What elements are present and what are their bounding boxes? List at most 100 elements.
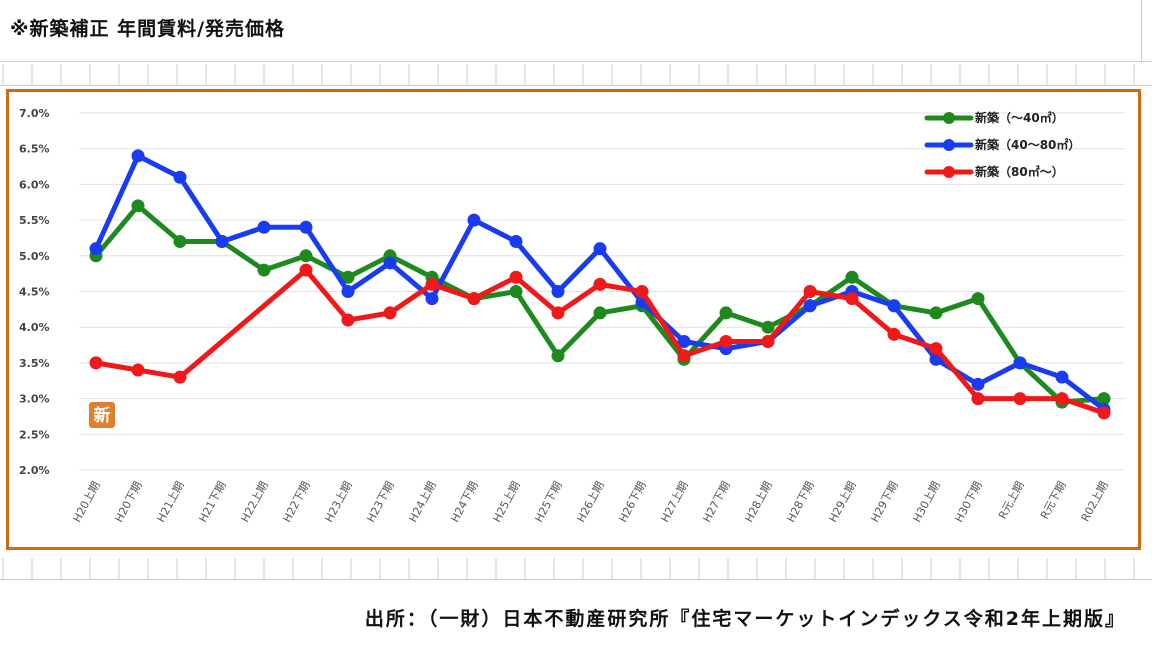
data-point xyxy=(299,249,313,263)
data-point xyxy=(131,199,145,213)
data-point xyxy=(257,220,271,234)
y-tick-label: 4.0% xyxy=(19,321,50,334)
data-point xyxy=(467,213,481,227)
data-point xyxy=(341,285,355,298)
data-point xyxy=(509,285,523,298)
data-point xyxy=(593,277,607,291)
new-badge xyxy=(89,402,115,428)
data-point xyxy=(131,363,145,377)
x-tick-label: H30上期 xyxy=(910,479,942,524)
legend-marker xyxy=(943,166,955,178)
data-point xyxy=(677,349,691,363)
data-point xyxy=(1097,406,1111,420)
legend-label: 新築（80㎡～） xyxy=(975,164,1064,179)
data-point xyxy=(761,320,775,334)
data-point xyxy=(383,306,397,320)
x-tick-label: H26下期 xyxy=(616,479,648,524)
data-point xyxy=(803,285,817,298)
x-tick-label: H21下期 xyxy=(196,479,228,524)
y-tick-label: 6.0% xyxy=(19,178,50,191)
data-point xyxy=(551,285,565,298)
data-point xyxy=(425,277,439,291)
x-tick-label: H20下期 xyxy=(112,479,144,524)
y-tick-label: 4.5% xyxy=(19,286,50,299)
x-tick-label: H22下期 xyxy=(280,479,312,524)
data-point xyxy=(593,242,607,256)
y-tick-label: 6.5% xyxy=(19,143,50,156)
data-point xyxy=(761,334,775,348)
header-divider xyxy=(0,61,1152,62)
x-tick-label: H29下期 xyxy=(868,479,900,524)
y-tick-label: 5.0% xyxy=(19,250,50,263)
data-point xyxy=(551,306,565,320)
data-point xyxy=(341,270,355,284)
x-tick-label: H20上期 xyxy=(70,479,102,524)
data-point xyxy=(509,270,523,284)
data-point xyxy=(215,235,229,249)
page-title: ※新築補正 年間賃料/発売価格 xyxy=(10,18,286,40)
data-point xyxy=(803,299,817,313)
x-tick-label: H26上期 xyxy=(574,479,606,524)
data-point xyxy=(551,349,565,363)
y-tick-label: 2.5% xyxy=(19,428,50,441)
data-point xyxy=(1013,356,1027,370)
data-point xyxy=(845,292,859,306)
data-point xyxy=(467,292,481,306)
new-badge-label: 新 xyxy=(94,405,111,426)
data-point xyxy=(89,356,103,370)
data-point xyxy=(383,256,397,270)
data-point xyxy=(635,285,649,298)
data-point xyxy=(971,292,985,306)
x-tick-label: H30下期 xyxy=(952,479,984,524)
x-tick-label: R元上期 xyxy=(996,479,1027,521)
x-tick-label: H25下期 xyxy=(532,479,564,524)
x-tick-label: H27下期 xyxy=(700,479,732,524)
legend-marker xyxy=(943,139,955,151)
data-point xyxy=(971,392,985,406)
data-point xyxy=(425,292,439,306)
x-tick-label: H28上期 xyxy=(742,479,774,524)
y-tick-label: 2.0% xyxy=(19,464,50,477)
data-point xyxy=(887,327,901,341)
data-point xyxy=(341,313,355,327)
y-tick-label: 3.0% xyxy=(19,393,50,406)
data-point xyxy=(1055,370,1069,384)
data-point xyxy=(929,306,943,320)
x-tick-label: H28下期 xyxy=(784,479,816,524)
legend-marker xyxy=(943,112,955,124)
x-tick-label: H23上期 xyxy=(322,479,354,524)
spreadsheet-grid-bottom xyxy=(0,558,1152,580)
legend-label: 新築（40～80㎡） xyxy=(975,137,1080,152)
y-tick-label: 5.5% xyxy=(19,214,50,227)
data-point xyxy=(173,170,187,184)
data-point xyxy=(89,242,103,256)
data-point xyxy=(299,220,313,234)
x-tick-label: R02上期 xyxy=(1079,479,1111,524)
x-tick-label: H21上期 xyxy=(154,479,186,524)
chart-frame: 2.0% 2.5% 3.0% 3.5% 4.0% 4.5% 5.0% 5.5% 6.0% 6.5%… xyxy=(6,89,1141,550)
data-point xyxy=(1055,392,1069,406)
data-point xyxy=(845,270,859,284)
x-tick-label: H27上期 xyxy=(658,479,690,524)
data-point xyxy=(971,377,985,391)
x-tick-label: H25上期 xyxy=(490,479,522,524)
data-point xyxy=(677,334,691,348)
x-tick-label: H22上期 xyxy=(238,479,270,524)
legend-label: 新築（～40㎡） xyxy=(975,110,1064,125)
x-tick-label: H24上期 xyxy=(406,479,438,524)
data-point xyxy=(1013,392,1027,406)
y-tick-label: 3.5% xyxy=(19,357,50,370)
data-point xyxy=(929,342,943,356)
x-tick-label: R元下期 xyxy=(1038,479,1069,521)
data-point xyxy=(173,370,187,384)
data-point xyxy=(719,306,733,320)
data-point xyxy=(593,306,607,320)
x-tick-label: H23下期 xyxy=(364,479,396,524)
data-point xyxy=(173,235,187,249)
x-tick-label: H29上期 xyxy=(826,479,858,524)
line-chart: 2.0% 2.5% 3.0% 3.5% 4.0% 4.5% 5.0% 5.5% 6.0% 6.5%… xyxy=(19,107,1125,525)
source-note: 出所：（一財）日本不動産研究所『住宅マーケットインデックス令和2年上期版』 xyxy=(364,608,1126,630)
data-point xyxy=(257,263,271,277)
data-point xyxy=(719,334,733,348)
data-point xyxy=(1097,392,1111,406)
